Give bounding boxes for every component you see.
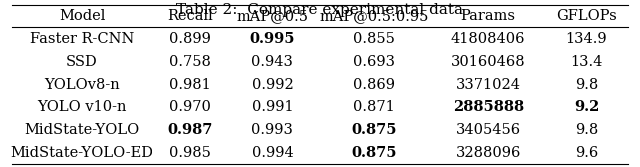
Title: Table 2:  Compare experimental data: Table 2: Compare experimental data bbox=[177, 3, 463, 17]
